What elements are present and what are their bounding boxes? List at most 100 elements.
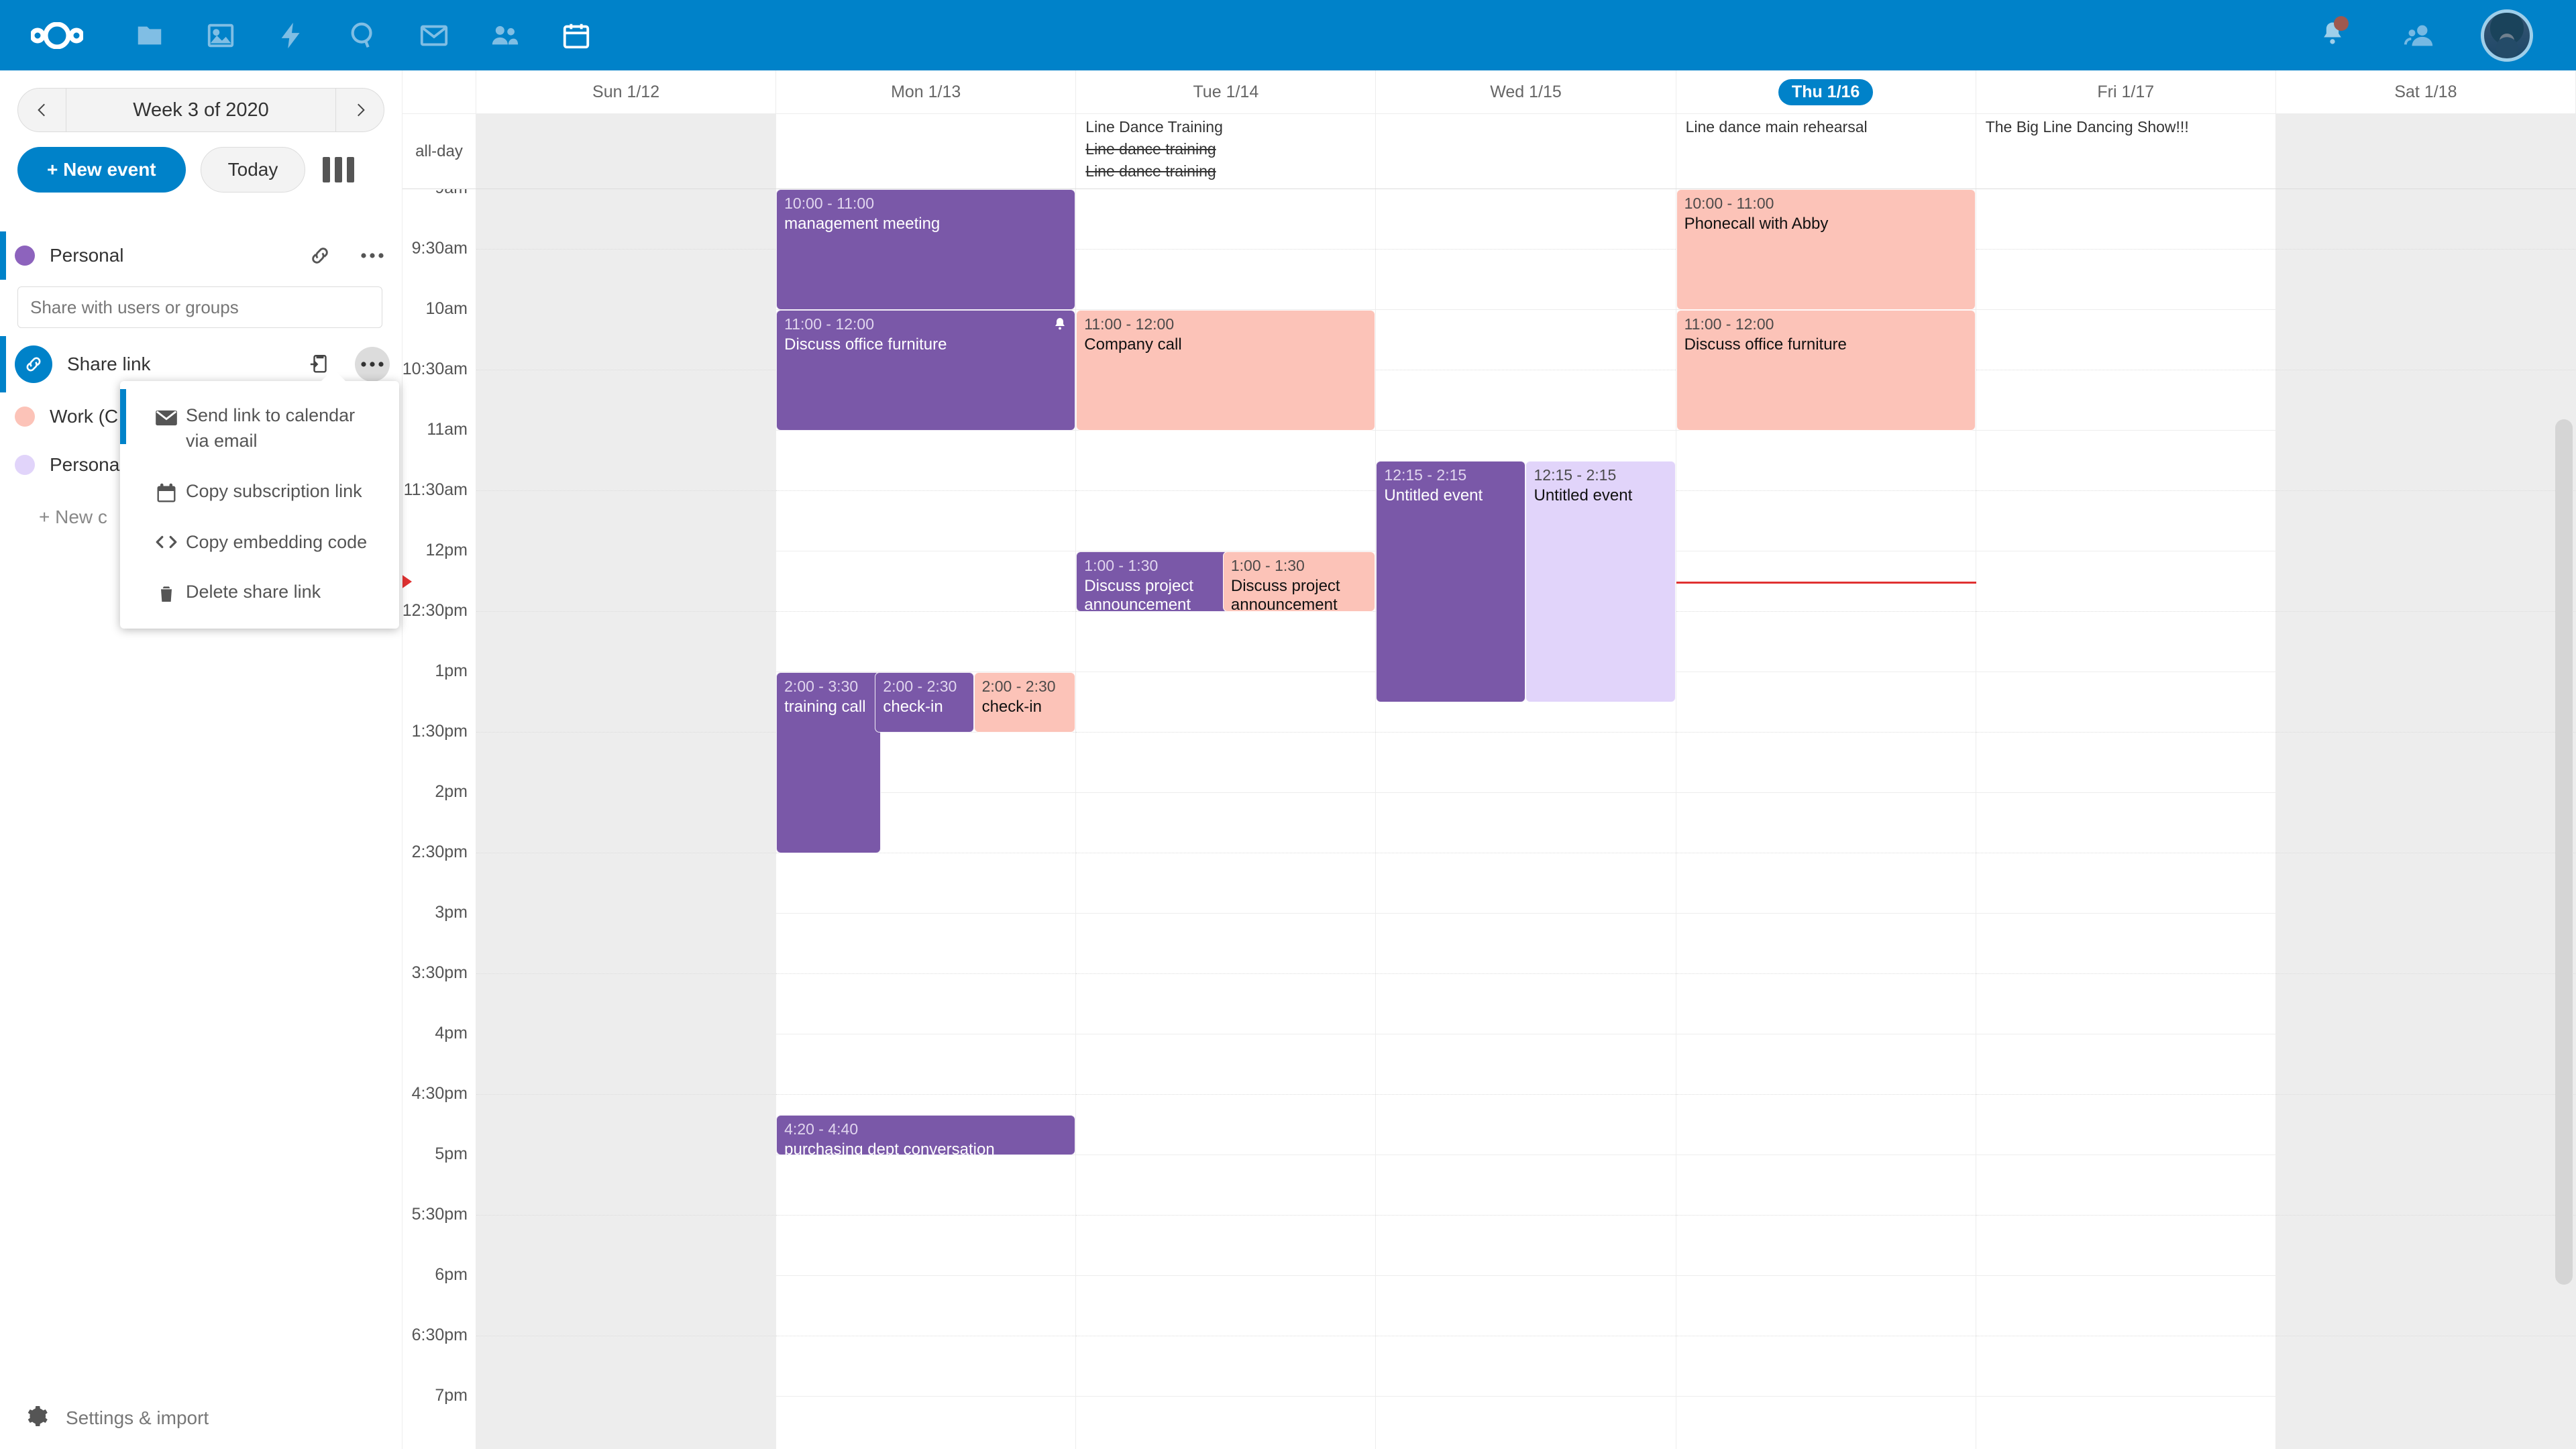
time-slot[interactable]: [1976, 1397, 2275, 1449]
share-link-row[interactable]: Share link: [0, 336, 402, 392]
calendar-event[interactable]: 10:00 - 11:00 management meeting: [776, 189, 1076, 310]
week-view-toggle-icon[interactable]: [323, 157, 355, 182]
time-slot[interactable]: [1376, 914, 1676, 974]
time-slot[interactable]: [2275, 914, 2575, 974]
time-slot[interactable]: [1976, 1336, 2275, 1397]
previous-week-button[interactable]: [18, 89, 66, 131]
menu-item-copy-subscription-link[interactable]: Copy subscription link: [120, 466, 399, 517]
time-slot[interactable]: [2275, 974, 2575, 1034]
time-slot[interactable]: [776, 1276, 1076, 1336]
time-slot[interactable]: [1676, 1034, 1976, 1095]
time-slot[interactable]: [1976, 914, 2275, 974]
calendar-event[interactable]: 12:15 - 2:15 Untitled event: [1376, 461, 1526, 702]
time-slot[interactable]: [1676, 733, 1976, 793]
time-slot[interactable]: [776, 1034, 1076, 1095]
time-slot[interactable]: [1076, 612, 1376, 672]
time-slot[interactable]: [2275, 1336, 2575, 1397]
time-slot[interactable]: [1076, 733, 1376, 793]
time-slot[interactable]: [1976, 431, 2275, 491]
time-slot[interactable]: [1376, 974, 1676, 1034]
time-slot[interactable]: [476, 1397, 775, 1449]
time-slot[interactable]: [2275, 1216, 2575, 1276]
time-slot[interactable]: [1076, 1216, 1376, 1276]
time-slot[interactable]: [1376, 853, 1676, 914]
time-slot[interactable]: [2275, 612, 2575, 672]
time-slot[interactable]: [1376, 370, 1676, 431]
all-day-event[interactable]: Line Dance Training: [1085, 118, 1223, 136]
day-column-wed[interactable]: 12:15 - 2:15 Untitled event 12:15 - 2:15 Un…: [1376, 189, 1676, 1449]
time-slot[interactable]: [1676, 974, 1976, 1034]
search-icon[interactable]: [327, 0, 398, 70]
time-slot[interactable]: [1976, 1155, 2275, 1216]
calendar-event[interactable]: 11:00 - 12:00 Discuss office furniture: [1676, 310, 1976, 431]
time-slot[interactable]: [1676, 1336, 1976, 1397]
calendar-event[interactable]: 2:00 - 2:30 check-in: [973, 672, 1076, 733]
time-slot[interactable]: [1076, 1095, 1376, 1155]
time-slot[interactable]: [1976, 491, 2275, 551]
time-slot[interactable]: [1676, 914, 1976, 974]
time-slot[interactable]: [2275, 853, 2575, 914]
time-slot[interactable]: [476, 1336, 776, 1397]
time-slot[interactable]: [1076, 1397, 1375, 1449]
time-slot[interactable]: [1676, 672, 1976, 733]
time-slot[interactable]: [2275, 1155, 2575, 1216]
time-slot[interactable]: [1376, 1336, 1676, 1397]
time-slot[interactable]: [1376, 310, 1676, 370]
settings-and-import-row[interactable]: Settings & import: [0, 1404, 402, 1432]
time-slot[interactable]: [1976, 250, 2275, 310]
all-day-cell-sat[interactable]: [2275, 114, 2576, 189]
time-slot[interactable]: [1376, 1397, 1675, 1449]
time-slot[interactable]: [776, 914, 1076, 974]
time-slot[interactable]: [2275, 672, 2575, 733]
time-slot[interactable]: [2275, 189, 2575, 250]
time-slot[interactable]: [476, 431, 776, 491]
time-slot[interactable]: [1976, 551, 2275, 612]
menu-item-copy-embedding-code[interactable]: Copy embedding code: [120, 517, 399, 567]
time-slot[interactable]: [476, 1034, 776, 1095]
time-slot[interactable]: [1976, 733, 2275, 793]
menu-item-delete-share-link[interactable]: Delete share link: [120, 567, 399, 618]
day-column-sat[interactable]: [2275, 189, 2576, 1449]
calendar-item-personal[interactable]: Personal: [0, 231, 402, 280]
time-slot[interactable]: [1976, 1095, 2275, 1155]
time-slot[interactable]: [1376, 1216, 1676, 1276]
calendar-event[interactable]: 2:00 - 3:30 training call: [776, 672, 881, 853]
time-slot[interactable]: [1076, 1276, 1376, 1336]
time-slot[interactable]: [2275, 551, 2575, 612]
time-slot[interactable]: [776, 853, 1076, 914]
time-slot[interactable]: [1076, 431, 1376, 491]
time-slot[interactable]: [476, 733, 776, 793]
time-slot[interactable]: [1076, 974, 1376, 1034]
all-day-cell-thu[interactable]: Line dance main rehearsal: [1676, 114, 1976, 189]
time-slot[interactable]: [2275, 310, 2575, 370]
time-slot[interactable]: [1976, 793, 2275, 853]
time-slot[interactable]: [1976, 1034, 2275, 1095]
time-slot[interactable]: [1676, 793, 1976, 853]
day-column-sun[interactable]: [476, 189, 777, 1449]
calendar-event[interactable]: 11:00 - 12:00 Discuss office furniture: [776, 310, 1076, 431]
time-slot[interactable]: [476, 672, 776, 733]
time-slot[interactable]: [476, 310, 776, 370]
time-slot[interactable]: [1076, 853, 1376, 914]
share-with-users-input[interactable]: [17, 286, 382, 328]
time-slot[interactable]: [1676, 1276, 1976, 1336]
time-slot[interactable]: [476, 793, 776, 853]
time-slot[interactable]: [1976, 1216, 2275, 1276]
all-day-event[interactable]: Line dance training: [1085, 140, 1216, 158]
contacts-menu-icon[interactable]: [2376, 0, 2463, 70]
calendar-event[interactable]: 1:00 - 1:30 Discuss project announcement: [1076, 551, 1229, 612]
time-slot[interactable]: [1676, 491, 1976, 551]
mail-icon[interactable]: [398, 0, 470, 70]
time-slot[interactable]: [1976, 974, 2275, 1034]
time-slot[interactable]: [476, 1095, 776, 1155]
nextcloud-logo[interactable]: [0, 21, 114, 49]
all-day-cell-fri[interactable]: The Big Line Dancing Show!!!: [1976, 114, 2276, 189]
calendar-event[interactable]: 10:00 - 11:00 Phonecall with Abby: [1676, 189, 1976, 310]
time-slot[interactable]: [776, 1336, 1076, 1397]
time-slot[interactable]: [2275, 431, 2575, 491]
new-event-button[interactable]: + New event: [17, 147, 186, 193]
time-slot[interactable]: [776, 1216, 1076, 1276]
time-slot[interactable]: [1676, 1155, 1976, 1216]
share-link-toggle-icon[interactable]: [303, 238, 337, 273]
time-slot[interactable]: [1076, 1034, 1376, 1095]
